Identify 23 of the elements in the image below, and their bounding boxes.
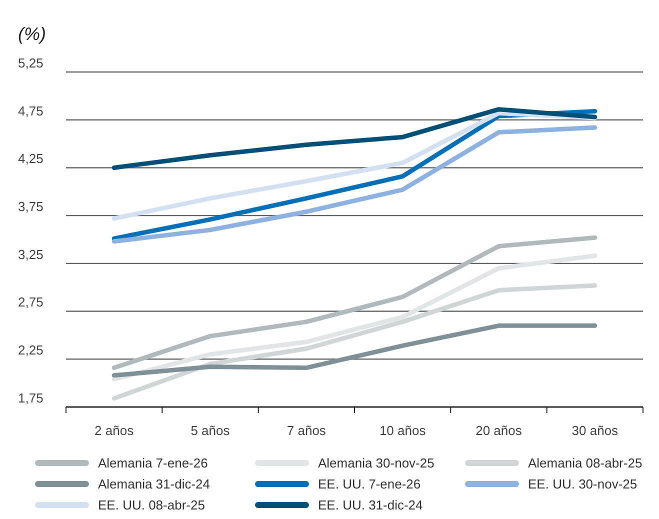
- y-tick-label: 3,25: [18, 246, 44, 262]
- y-axis-title: (%): [18, 24, 46, 44]
- x-tick-label: 10 años: [379, 423, 426, 438]
- x-tick-label: 20 años: [476, 423, 522, 438]
- y-tick-label: 4,75: [18, 103, 44, 118]
- legend-label: Alemania 30-nov-25: [318, 456, 434, 471]
- x-tick-label: 7 años: [286, 423, 326, 438]
- y-tick-label: 4,25: [18, 151, 44, 166]
- y-tick-label: 2,25: [18, 342, 44, 358]
- x-tick-label: 5 años: [190, 423, 230, 438]
- y-tick-label: 2,75: [18, 294, 44, 310]
- y-tick-label: 5,25: [18, 55, 44, 70]
- legend-label: Alemania 31-dic-24: [98, 476, 210, 492]
- x-tick-label: 2 años: [94, 423, 134, 438]
- y-tick-label: 3,75: [18, 199, 44, 214]
- legend-label: Alemania 08-abr-25: [528, 456, 642, 471]
- legend-label: EE. UU. 31-dic-24: [318, 498, 423, 513]
- legend-label: EE. UU. 08-abr-25: [98, 498, 205, 513]
- legend-label: EE. UU. 30-nov-25: [528, 476, 638, 492]
- legend-label: EE. UU. 7-ene-26: [318, 476, 421, 492]
- legend-label: Alemania 7-ene-26: [98, 456, 208, 471]
- x-tick-label: 30 años: [572, 423, 619, 438]
- y-tick-label: 1,75: [18, 390, 44, 406]
